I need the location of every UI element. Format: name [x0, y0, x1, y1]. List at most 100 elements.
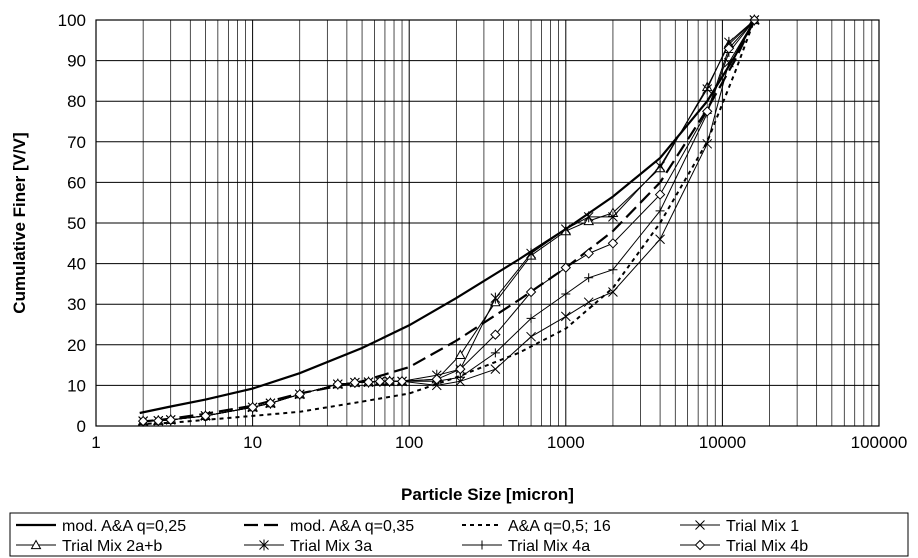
x-marker	[608, 287, 618, 297]
asterisk-marker	[702, 83, 713, 95]
diamond-marker	[363, 376, 374, 388]
y-tick-label: 80	[67, 92, 86, 111]
diamond-marker	[294, 389, 305, 400]
x-marker	[526, 331, 536, 342]
diamond-marker	[165, 414, 176, 426]
legend-label: Trial Mix 3a	[290, 538, 372, 555]
legend-item: Trial Mix 2a+b	[16, 538, 162, 555]
tick-labels: 1 10 100 1000 10000 100000 0 10 20 30 40 50 60 70 80 90…	[58, 11, 908, 452]
plot-frame	[95, 19, 880, 427]
series-2	[139, 19, 756, 423]
series-7	[138, 15, 759, 426]
series-line	[143, 19, 755, 422]
asterisk-marker	[608, 211, 618, 223]
x-marker	[695, 520, 705, 530]
diamond-marker	[654, 189, 666, 200]
legend-label: A&A q=0,5; 16	[508, 518, 611, 535]
legend-item: mod. A&A q=0,25	[16, 518, 186, 535]
y-axis-label: Cumulative Finer [V/V]	[10, 132, 29, 313]
asterisk-marker	[655, 160, 665, 172]
diamond-marker	[490, 329, 501, 340]
legend-label: mod. A&A q=0,25	[62, 518, 186, 535]
y-tick-label: 100	[58, 11, 86, 30]
series-line	[143, 19, 755, 422]
diamond-marker	[200, 410, 211, 422]
plus-marker	[608, 265, 618, 275]
plus-marker	[561, 289, 571, 299]
legend-item: Trial Mix 4b	[680, 538, 808, 555]
plus-marker	[584, 273, 594, 283]
x-tick-label: 10	[243, 433, 262, 452]
asterisk-marker	[259, 539, 269, 551]
y-tick-label: 0	[77, 417, 86, 436]
plus-marker	[655, 206, 665, 216]
diamond-marker	[374, 376, 386, 387]
y-tick-label: 40	[67, 255, 86, 274]
grid-lines	[95, 19, 879, 427]
y-tick-label: 10	[67, 376, 86, 395]
asterisk-marker	[583, 211, 594, 223]
legend-label: mod. A&A q=0,35	[290, 518, 414, 535]
diamond-marker	[431, 374, 442, 385]
y-tick-label: 70	[67, 133, 86, 152]
series-5	[137, 14, 760, 426]
series-line	[143, 19, 755, 422]
x-marker	[655, 234, 665, 245]
plus-marker	[490, 348, 500, 358]
triangle-marker	[454, 349, 466, 360]
x-marker	[583, 297, 594, 308]
legend-label: Trial Mix 4a	[508, 538, 590, 555]
x-marker	[560, 311, 571, 322]
x-axis-label: Particle Size [micron]	[401, 485, 574, 504]
legend-item: Trial Mix 3a	[244, 538, 372, 555]
legend-label: Trial Mix 1	[726, 518, 799, 535]
asterisk-marker	[490, 292, 501, 304]
series-3	[139, 19, 756, 425]
series-line	[143, 19, 755, 422]
y-tick-label: 60	[67, 173, 86, 192]
y-tick-label: 90	[67, 52, 86, 71]
series-6	[138, 14, 760, 427]
diamond-marker	[560, 262, 572, 273]
axes	[95, 19, 880, 427]
x-tick-label: 10000	[699, 433, 746, 452]
legend-label: Trial Mix 2a+b	[62, 538, 162, 555]
y-tick-label: 20	[67, 336, 86, 355]
diamond-marker	[153, 415, 164, 426]
diamond-marker	[265, 398, 276, 409]
x-marker	[490, 364, 501, 375]
series-line	[143, 19, 755, 422]
diamond-marker	[583, 248, 594, 259]
diamond-marker	[384, 376, 395, 387]
series-line	[139, 19, 756, 415]
legend-item: Trial Mix 1	[680, 518, 799, 535]
legend: mod. A&A q=0,25 mod. A&A q=0,35 A&A q=0,5;…	[9, 512, 909, 557]
legend-item: mod. A&A q=0,35	[244, 518, 414, 535]
diamond-marker	[702, 106, 713, 117]
legend-item: Trial Mix 4a	[462, 538, 590, 555]
series-line	[139, 19, 756, 425]
legend-label: Trial Mix 4b	[726, 538, 808, 555]
x-tick-label: 100	[395, 433, 423, 452]
legend-box	[9, 512, 909, 557]
asterisk-marker	[526, 247, 536, 259]
series-line	[139, 19, 756, 423]
series-layer	[137, 14, 760, 427]
x-marker	[702, 138, 713, 149]
diamond-marker	[723, 43, 735, 54]
diamond-marker	[455, 363, 466, 375]
plus-marker	[477, 540, 487, 550]
diamond-marker	[607, 238, 619, 249]
diamond-marker	[396, 376, 408, 387]
diamond-marker	[332, 378, 344, 390]
x-tick-label: 100000	[851, 433, 908, 452]
series-4	[138, 15, 760, 426]
diamond-marker	[349, 377, 361, 388]
y-tick-label: 30	[67, 295, 86, 314]
legend-item: A&A q=0,5; 16	[462, 518, 611, 535]
x-tick-label: 1	[91, 433, 100, 452]
triangle-marker	[30, 539, 42, 550]
diamond-marker	[247, 402, 258, 413]
y-tick-label: 50	[67, 214, 86, 233]
